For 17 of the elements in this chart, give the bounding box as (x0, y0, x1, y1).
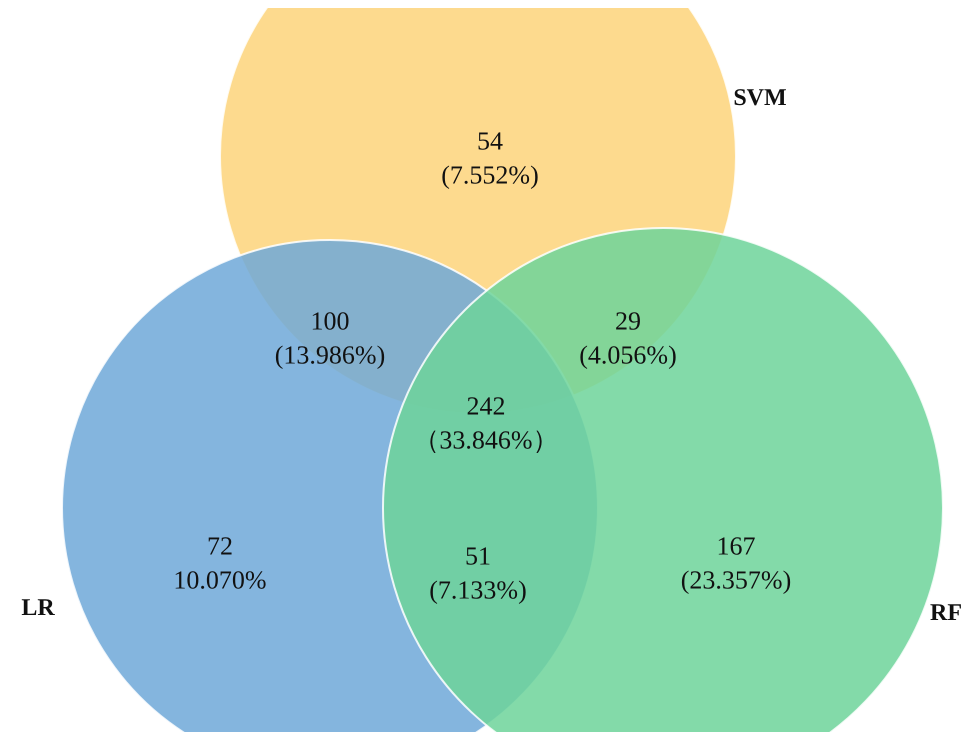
text: LR (21, 595, 56, 621)
text: RF (930, 600, 962, 626)
category-label: 242 (466, 392, 506, 420)
text: SVM (733, 85, 787, 111)
category-label: 54 (477, 126, 503, 156)
category-label: 29 (615, 306, 641, 336)
category-label: 51 (465, 542, 491, 570)
data-label: 10.070% (173, 566, 267, 594)
data-label: （33.846%） (413, 426, 559, 454)
category-label: 167 (716, 532, 756, 560)
data-label: (4.056%) (579, 340, 677, 370)
data-label: (13.986%) (274, 340, 386, 370)
category-label: 72 (207, 532, 233, 560)
category-label: 100 (310, 306, 350, 336)
data-label: (7.552%) (441, 160, 539, 190)
data-label: (23.357%) (680, 566, 792, 594)
data-label: (7.133%) (429, 576, 527, 604)
